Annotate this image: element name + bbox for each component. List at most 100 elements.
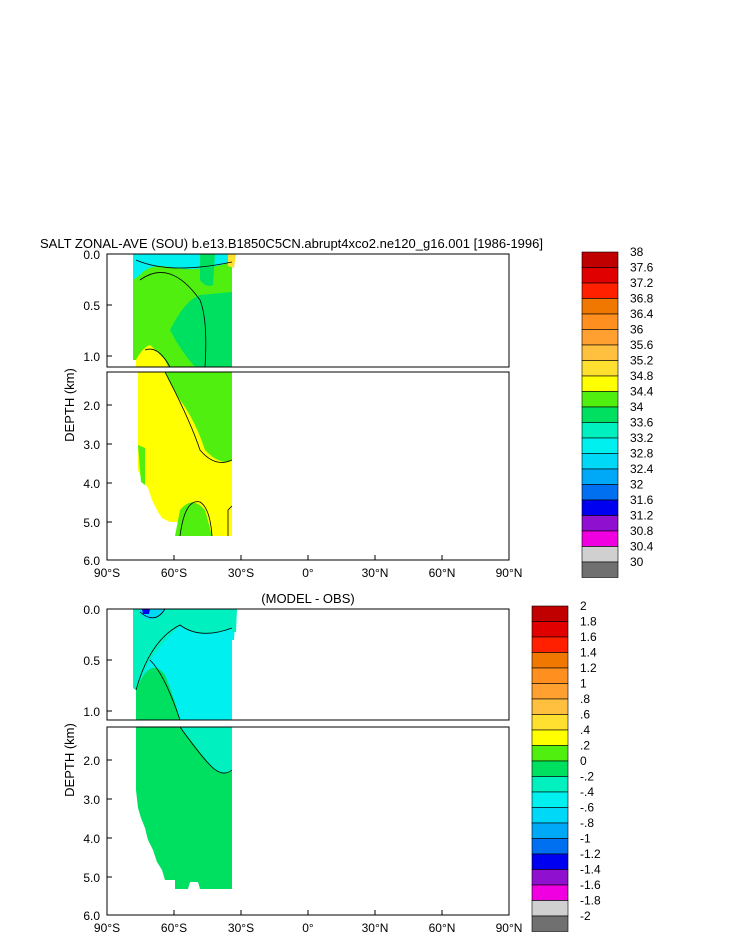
x-tick-label: 60°N (429, 921, 456, 935)
region-near-zero (136, 727, 232, 889)
colorbar-label: .2 (580, 739, 590, 753)
colorbar-swatch (531, 900, 569, 917)
region-negative-small (180, 727, 232, 774)
colorbar-swatch (531, 605, 569, 622)
region-surface-min (142, 609, 150, 614)
colorbar-swatch (531, 822, 569, 839)
colorbar-label: -1 (580, 832, 591, 846)
y-tick-label: 4.0 (83, 832, 100, 846)
colorbar-label: 1 (580, 677, 587, 691)
colorbar-swatch (531, 621, 569, 638)
colorbar-label: -1.8 (580, 894, 601, 908)
salinity-panel: SALT ZONAL-AVE (SOU) b.e13.B1850C5CN.abr… (40, 236, 654, 580)
colorbar-label: 34.4 (630, 385, 654, 399)
y-tick-label: 3.0 (83, 793, 100, 807)
colorbar-swatch (531, 729, 569, 746)
region-bottom-green (175, 502, 212, 536)
x-tick-label: 90°S (94, 566, 120, 580)
y-tick-label: 0.0 (83, 248, 100, 262)
colorbar-label: .8 (580, 692, 590, 706)
colorbar-swatch (531, 869, 569, 886)
x-tick-label: 30°S (228, 921, 254, 935)
panel-title: (MODEL - OBS) (261, 591, 354, 606)
colorbar-swatch (531, 915, 569, 932)
region-edge (232, 609, 237, 632)
region-negative-small (133, 609, 232, 690)
x-tick-label: 30°S (228, 566, 254, 580)
x-tick-label: 30°N (362, 921, 389, 935)
colorbar-swatch (581, 251, 619, 268)
colorbar-label: 34 (630, 400, 644, 414)
region-surface-yellow (228, 254, 236, 268)
colorbar-swatch (531, 652, 569, 669)
x-tick-label: 60°S (161, 921, 187, 935)
colorbar-swatch (581, 468, 619, 485)
colorbar-label: 33.2 (630, 431, 654, 445)
colorbar-swatch (581, 375, 619, 392)
colorbar-label: 1.2 (580, 661, 597, 675)
y-tick-label: 6.0 (83, 909, 100, 923)
colorbar-label: 37.2 (630, 276, 654, 290)
contour-fill-lower (138, 371, 233, 537)
colorbar-label: -1.4 (580, 863, 601, 877)
colorbar-swatch (581, 499, 619, 516)
colorbar-label: 30.8 (630, 524, 654, 538)
colorbar-label: -1.6 (580, 878, 601, 892)
colorbar-swatch (581, 313, 619, 330)
colorbar-label: 36 (630, 323, 644, 337)
y-tick-label: 1.0 (83, 350, 100, 364)
colorbar-label: 36.8 (630, 292, 654, 306)
y-tick-label: 0.5 (83, 654, 100, 668)
colorbar-label: -.4 (580, 785, 594, 799)
colorbar-label: 34.8 (630, 369, 654, 383)
region-upper-green (165, 372, 232, 462)
colorbar-swatch (531, 853, 569, 870)
colorbar-swatch (581, 515, 619, 532)
colorbar-label: 31.6 (630, 493, 654, 507)
x-tick-label: 30°N (362, 566, 389, 580)
colorbar-swatch (581, 267, 619, 284)
y-ticks-upper: 0.0 0.5 1.0 (83, 248, 112, 364)
colorbar-swatch (531, 791, 569, 808)
colorbar-label: 32 (630, 478, 644, 492)
region-deep-upper (136, 345, 168, 367)
colorbar-label: 2 (580, 599, 587, 613)
y-tick-label: 3.0 (83, 438, 100, 452)
plot-frame-upper (106, 608, 510, 721)
difference-panel: (MODEL - OBS) 0.0 0.5 1.0 (62, 591, 601, 935)
colorbar-label: -2 (580, 909, 591, 923)
colorbar-label: 31.2 (630, 509, 654, 523)
x-ticks: 90°S 60°S 30°S 0° 30°N 60°N 90°N (94, 910, 522, 935)
colorbar-label: 37.6 (630, 261, 654, 275)
x-tick-label: 90°N (496, 921, 523, 935)
x-ticks: 90°S 60°S 30°S 0° 30°N 60°N 90°N (94, 555, 522, 580)
colorbar-label: -.6 (580, 801, 594, 815)
contour-fill-lower (136, 726, 233, 889)
region-side-green (138, 445, 145, 485)
y-tick-label: 1.0 (83, 705, 100, 719)
colorbar-label: 30.4 (630, 540, 654, 554)
x-tick-label: 90°S (94, 921, 120, 935)
y-tick-label: 0.0 (83, 603, 100, 617)
x-tick-label: 60°S (161, 566, 187, 580)
panel-title: SALT ZONAL-AVE (SOU) b.e13.B1850C5CN.abr… (40, 236, 543, 251)
colorbar-label: 1.4 (580, 646, 597, 660)
y-tick-label: 6.0 (83, 554, 100, 568)
colorbar-label: 35.2 (630, 354, 654, 368)
x-tick-label: 90°N (496, 566, 523, 580)
x-tick-label: 0° (302, 921, 314, 935)
colorbar-swatch (531, 745, 569, 762)
colorbar-label: 1.8 (580, 615, 597, 629)
colorbar-swatch (531, 838, 569, 855)
colorbar-label: 32.8 (630, 447, 654, 461)
colorbar-swatch (531, 667, 569, 684)
y-ticks-lower: 2.0 3.0 4.0 5.0 6.0 (83, 754, 112, 923)
colorbar-swatch (531, 698, 569, 715)
colorbar-swatch (581, 422, 619, 439)
colorbar-label: .4 (580, 723, 590, 737)
colorbar-label: 32.4 (630, 462, 654, 476)
colorbar-swatch (581, 344, 619, 361)
y-tick-label: 5.0 (83, 871, 100, 885)
